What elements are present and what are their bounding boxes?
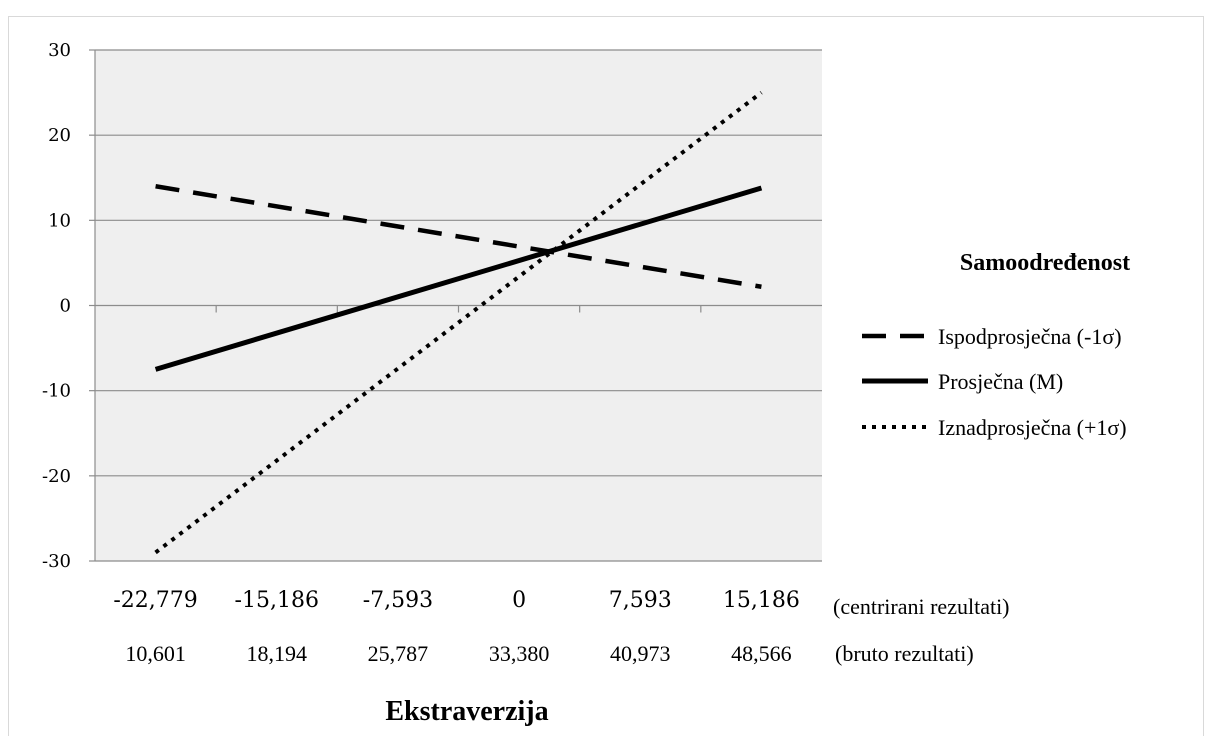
x-tick-label-centered: 7,593 <box>609 588 672 613</box>
x-tick-label-raw: 18,194 <box>247 641 308 666</box>
x-tick-label-centered: -7,593 <box>363 588 433 613</box>
x-tick-label-raw: 33,380 <box>489 641 550 666</box>
x-tick-label-centered: -22,779 <box>113 588 197 613</box>
series-line-dashed <box>155 184 762 289</box>
y-tick-label: 30 <box>48 40 71 61</box>
legend-entry-label: Prosječna (M) <box>938 369 1063 394</box>
x-tick-label-raw: 40,973 <box>610 641 671 666</box>
chart-frame <box>8 16 1204 736</box>
y-tick-label: 20 <box>48 125 71 146</box>
x-tick-label-raw: 10,601 <box>125 641 186 666</box>
series-line-solid <box>154 185 763 372</box>
x-tick-label-raw: 48,566 <box>731 641 792 666</box>
x-axis-title: Ekstraverzija <box>385 696 548 727</box>
x-tick-labels: -22,779 -15,186 -7,593 0 7,593 15,186 10,601 18… <box>113 588 800 666</box>
x-tick-label-raw: 25,787 <box>368 641 429 666</box>
legend-entry-label: Iznadprosječna (+1σ) <box>938 415 1127 440</box>
x-note-centered: (centrirani rezultati) <box>833 594 1010 619</box>
legend-entry-label: Ispodprosječna (-1σ) <box>938 324 1122 349</box>
y-tick-labels: 30 20 10 0 -10 -20 -30 <box>42 40 71 572</box>
y-tick-label: 0 <box>60 296 71 317</box>
legend: Samoodređenost Ispodprosječna (-1σ) Prosj… <box>862 250 1130 440</box>
gridlines <box>95 49 822 562</box>
y-tick-label: -30 <box>42 551 71 572</box>
x-tick-label-centered: -15,186 <box>235 588 319 613</box>
x-note-raw: (bruto rezultati) <box>835 641 974 666</box>
y-tick-label: -20 <box>42 466 71 487</box>
axes <box>89 49 822 562</box>
y-tick-label: -10 <box>42 381 71 402</box>
series-lines <box>154 90 763 555</box>
legend-title: Samoodređenost <box>960 250 1130 276</box>
x-tick-label-centered: 0 <box>512 588 526 613</box>
series-line-dotted <box>154 90 763 555</box>
y-tick-label: 10 <box>48 210 71 231</box>
x-tick-label-centered: 15,186 <box>723 588 800 613</box>
